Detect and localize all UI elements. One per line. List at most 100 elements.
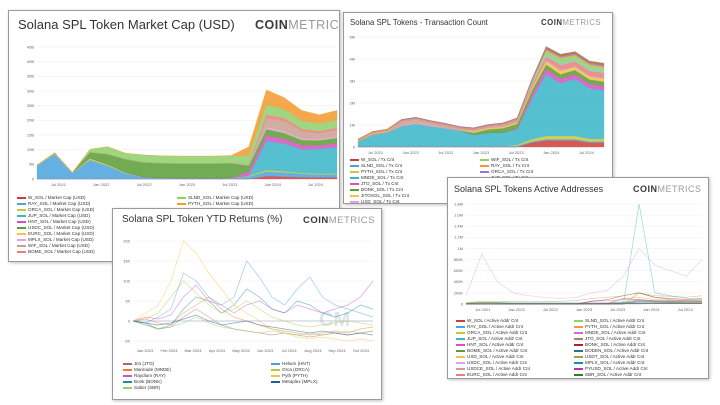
legend-swatch: [350, 165, 359, 167]
legend-item[interactable]: Helium (HNT): [271, 361, 381, 367]
series-line: [132, 316, 374, 336]
series-line: [466, 203, 702, 305]
legend-swatch: [17, 233, 26, 235]
legend-label: PYUSD_SOL / Active Addr Cnt: [585, 366, 648, 371]
series-area: [357, 46, 605, 140]
legend-swatch: [350, 177, 359, 179]
legend-label: Metaplex (MPLX): [282, 379, 318, 384]
legend-item[interactable]: HNT_SOL / Active Addr Cnt: [456, 342, 574, 348]
legend-item[interactable]: USDC_SOL / Market Cap (USD): [17, 225, 177, 231]
y-tick-label: 1.8M: [454, 201, 463, 206]
legend-item[interactable]: ORCA_SOL / Active Addr Cnt: [456, 330, 574, 336]
legend-swatch: [574, 326, 583, 328]
legend-item[interactable]: Raydium (RAY): [123, 373, 271, 379]
legend-item[interactable]: BODEN_SOL / Active Addr Cnt: [574, 348, 692, 354]
legend-item[interactable]: EURC_SOL / Active Addr Cnt: [456, 372, 574, 378]
legend-item[interactable]: BONK_SOL / Tx Cnt: [350, 187, 480, 193]
legend-item[interactable]: SLND_SOL / Market Cap (USD): [177, 195, 337, 201]
chart-title: Solana SPL Tokens Active Addresses: [454, 184, 604, 194]
legend-item[interactable]: BOME_SOL / Market Cap (USD): [17, 249, 177, 255]
legend-item[interactable]: Saber (SBR): [123, 385, 271, 391]
legend-item[interactable]: PYTH_SOL / Tx Cnt: [350, 169, 480, 175]
legend-item[interactable]: BONK_SOL / Active Addr Cnt: [574, 342, 692, 348]
y-tick-label: 15B: [27, 132, 34, 137]
active-addresses-chart-card: Solana SPL Tokens Active Addresses COINM…: [447, 177, 709, 379]
legend-item[interactable]: MPLX_SOL / Market Cap (USD): [17, 237, 177, 243]
x-tick-label: Jan 2022: [508, 307, 525, 312]
legend-item[interactable]: PYUSD_SOL / Active Addr Cnt: [574, 366, 692, 372]
legend-swatch: [17, 221, 26, 223]
legend-item[interactable]: JUP_SOL / Active Addr Cnt: [456, 336, 574, 342]
x-tick-label: Jan 2024: [264, 182, 281, 187]
legend-label: KNK_SOL / Active Addr Cnt: [467, 378, 523, 379]
legend-item[interactable]: Jito (JTO): [123, 361, 271, 367]
legend-item[interactable]: BOME_SOL / Active Addr Cnt: [456, 348, 574, 354]
legend-item[interactable]: SLND_SOL / Tx Cnt: [350, 163, 480, 169]
y-tick-label: 600K: [454, 268, 464, 273]
y-tick-label: 10B: [27, 147, 34, 152]
legend-item[interactable]: JTO_SOL / Active Addr Cnt: [574, 336, 692, 342]
legend-swatch: [456, 362, 465, 364]
legend-item[interactable]: USDCE_SOL / Active Addr Cnt: [456, 366, 574, 372]
tx-count-plot: 0 1M 2M 3M 4M 5M Jul 2021 Jan 2022 Jul 2022 Jan 2…: [349, 34, 605, 155]
legend-item[interactable]: Marinade (MNDE): [123, 367, 271, 373]
x-tick-label: Jul 2022: [438, 150, 454, 155]
legend-item[interactable]: MNDE_SOL / Active Addr Cnt: [574, 330, 692, 336]
chart-title: Solana SPL Tokens - Transaction Count: [350, 18, 488, 27]
legend-item[interactable]: HNT_SOL / Market Cap (USD): [17, 219, 177, 225]
legend-item[interactable]: USDT_SOL / Active Addr Cnt: [574, 354, 692, 360]
y-tick-label: 0: [461, 301, 464, 306]
legend-item[interactable]: ORCA_SOL / Tx Cnt: [480, 169, 610, 175]
legend-label: Pyth (PYTH): [282, 373, 308, 378]
legend-item[interactable]: RAY_SOL / Active Addr Cnt: [456, 324, 574, 330]
legend-label: SLND_SOL / Market Cap (USD): [188, 195, 254, 200]
legend-item[interactable]: PYTH_SOL / Active Addr Cnt: [574, 324, 692, 330]
legend-swatch: [350, 183, 359, 185]
legend-swatch: [456, 356, 465, 358]
legend-item[interactable]: SBR_SOL / Active Addr Cnt: [574, 372, 692, 378]
legend-item[interactable]: JTO_SOL / Tx Cnt: [350, 181, 480, 187]
x-tick-label: Jul 2021: [51, 182, 67, 187]
legend-item[interactable]: RAY_SOL / Tx Cnt: [480, 163, 610, 169]
legend-label: W_SOL / Active Addr Cnt: [467, 318, 519, 323]
legend-item[interactable]: KNK_SOL / Active Addr Cnt: [456, 378, 574, 379]
legend-item[interactable]: EURC_SOL / Market Cap (USD): [17, 231, 177, 237]
y-tick-label: 800K: [454, 257, 464, 262]
legend-item[interactable]: WIF_SOL / Market Cap (USD): [17, 243, 177, 249]
series-area: [36, 89, 338, 173]
legend-item[interactable]: PYTH_SOL / Market Cap (USD): [177, 201, 337, 207]
legend-item[interactable]: ORCA_SOL / Market Cap (USD): [17, 207, 177, 213]
legend-label: PYTH_SOL / Tx Cnt: [361, 169, 403, 174]
legend-item[interactable]: Bonk (BONK): [123, 379, 271, 385]
y-tick-label: 5B: [29, 162, 34, 167]
legend-item[interactable]: UXD_SOL / Tx Cnt: [350, 199, 480, 203]
legend-item[interactable]: SLND_SOL / Active Addr Cnt: [574, 318, 692, 324]
y-tick-label: 1M: [349, 122, 355, 127]
x-tick-label: Jan 2024: [543, 150, 560, 155]
legend-swatch: [456, 368, 465, 370]
active-addresses-plot: 0 200K 400K 600K 800K 1M 1.2M 1.4M 1.6M 1.8M Jul 2…: [454, 201, 703, 312]
legend-label: MNDE_SOL / Tx Cnt: [361, 175, 404, 180]
legend-item[interactable]: JITOSOL_SOL / Tx Cnt: [350, 193, 480, 199]
legend-item[interactable]: UXD_SOL / Active Addr Cnt: [456, 354, 574, 360]
legend-item[interactable]: W_SOL / Active Addr Cnt: [456, 318, 574, 324]
legend-swatch: [574, 332, 583, 334]
legend-item[interactable]: W_SOL / Market Cap (USD): [17, 195, 177, 201]
legend-item[interactable]: RAY_SOL / Market Cap (USD): [17, 201, 177, 207]
legend-item[interactable]: Orca (ORCA): [271, 367, 381, 373]
coinmetrics-logo: COINMETRICS: [255, 18, 340, 32]
x-tick-label: Jan 2022: [402, 150, 419, 155]
x-tick-label: Jan 2022: [93, 182, 110, 187]
legend-item[interactable]: MNDE_SOL / Tx Cnt: [350, 175, 480, 181]
legend-item[interactable]: USDC_SOL / Active Addr Cnt: [456, 360, 574, 366]
legend-item[interactable]: MPLX_SOL / Active Addr Cnt: [574, 360, 692, 366]
legend-item[interactable]: W_SOL / Tx Cnt: [350, 157, 480, 163]
legend-item[interactable]: Metaplex (MPLX): [271, 379, 381, 385]
legend-swatch: [17, 251, 26, 253]
legend-label: Raydium (RAY): [134, 373, 166, 378]
legend-label: BODEN_SOL / Active Addr Cnt: [585, 348, 649, 353]
legend-item[interactable]: Pyth (PYTH): [271, 373, 381, 379]
legend-item[interactable]: WIF_SOL / Tx Cnt: [480, 157, 610, 163]
legend-swatch: [574, 320, 583, 322]
legend-item[interactable]: JUP_SOL / Market Cap (USD): [17, 213, 177, 219]
